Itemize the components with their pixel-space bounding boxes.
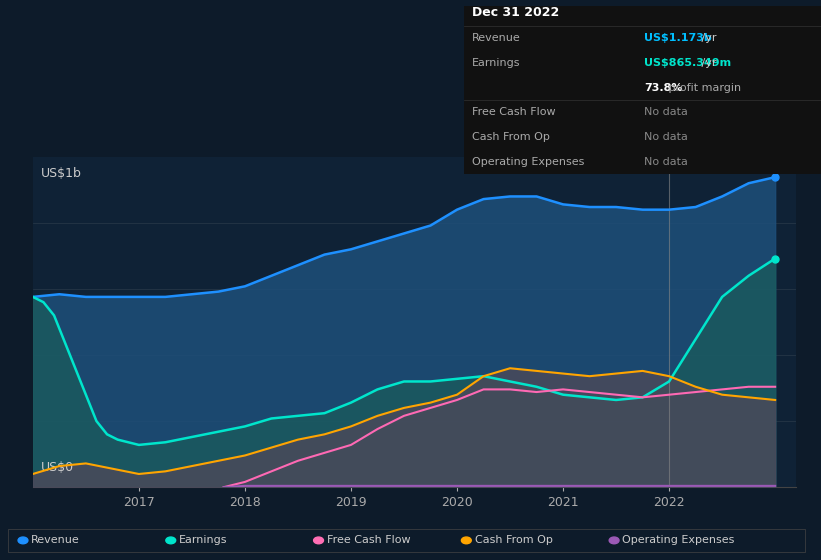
Text: profit margin: profit margin	[665, 83, 741, 93]
Text: No data: No data	[644, 157, 688, 167]
Text: Revenue: Revenue	[31, 535, 80, 545]
Text: Cash From Op: Cash From Op	[472, 132, 550, 142]
Text: Operating Expenses: Operating Expenses	[622, 535, 735, 545]
Text: Cash From Op: Cash From Op	[475, 535, 553, 545]
Text: US$865.349m: US$865.349m	[644, 58, 732, 68]
Text: Dec 31 2022: Dec 31 2022	[472, 6, 559, 18]
Text: US$0: US$0	[40, 461, 74, 474]
Text: Revenue: Revenue	[472, 34, 521, 44]
Text: /yr: /yr	[698, 34, 717, 44]
Text: /yr: /yr	[698, 58, 717, 68]
Text: US$1.173b: US$1.173b	[644, 34, 713, 44]
Text: No data: No data	[644, 132, 688, 142]
Text: Earnings: Earnings	[472, 58, 521, 68]
Text: Operating Expenses: Operating Expenses	[472, 157, 585, 167]
Text: Free Cash Flow: Free Cash Flow	[327, 535, 410, 545]
Text: No data: No data	[644, 108, 688, 118]
Text: 73.8%: 73.8%	[644, 83, 683, 93]
Text: Earnings: Earnings	[179, 535, 227, 545]
Text: US$1b: US$1b	[40, 167, 81, 180]
Text: Free Cash Flow: Free Cash Flow	[472, 108, 556, 118]
